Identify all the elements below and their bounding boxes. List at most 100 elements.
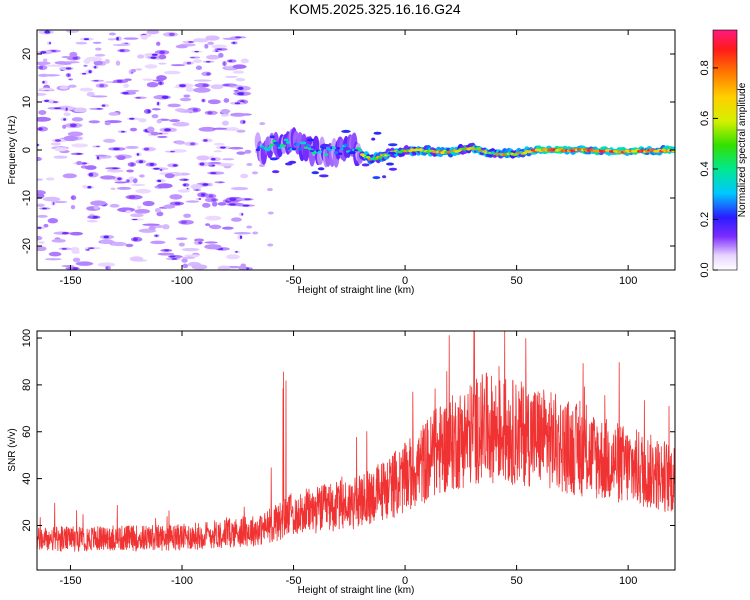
spectrogram-noise-core — [211, 198, 217, 202]
spectrogram-ridge-core — [291, 147, 297, 151]
spectrogram-noise-blob — [202, 202, 211, 208]
spectrogram-scatter-blob — [371, 137, 376, 141]
spectrogram-noise-blob — [99, 175, 116, 180]
spectrogram-noise-blob — [169, 194, 183, 200]
spectrogram-y-tick-label: 0 — [21, 147, 33, 153]
spectrogram-noise-core — [229, 197, 237, 201]
spectrogram-noise-core — [161, 95, 169, 99]
spectrogram-ridge-core — [265, 148, 271, 152]
spectrogram-noise-blob — [183, 94, 191, 98]
spectrogram-noise-blob — [163, 204, 176, 209]
spectrogram-noise-blob — [83, 64, 88, 67]
spectrogram-noise-core — [228, 59, 233, 63]
spectrogram-noise-core — [105, 266, 109, 270]
spectrogram-noise-blob — [221, 226, 234, 230]
spectrogram-noise-core — [143, 147, 150, 151]
spectrogram-noise-core — [130, 162, 134, 167]
spectrogram-scatter-blob — [269, 135, 275, 139]
snr-y-tick-label: 100 — [21, 329, 33, 347]
spectrogram-noise-core — [65, 67, 72, 70]
spectrogram-ridge-core — [335, 146, 341, 150]
spectrogram-y-tick-label: 20 — [21, 48, 33, 60]
spectrogram-noise-blob — [223, 98, 230, 103]
spectrogram-noise-blob — [135, 188, 152, 194]
spectrogram-noise-core — [203, 139, 208, 142]
spectrogram-noise-blob — [107, 38, 117, 41]
spectrogram-noise-core — [42, 207, 47, 210]
spectrogram-noise-blob — [71, 117, 84, 122]
spectrogram-noise-blob — [156, 211, 164, 217]
spectrogram-noise-core — [69, 78, 72, 81]
spectrogram-noise-blob — [142, 78, 155, 81]
spectrogram-noise-blob — [164, 173, 175, 179]
spectrogram-noise-blob — [193, 79, 212, 82]
spectrogram-noise-core — [153, 167, 160, 170]
spectrogram-noise-core — [172, 164, 178, 167]
spectrogram-ridge-core — [327, 148, 333, 152]
spectrogram-noise-blob — [125, 145, 139, 149]
spectrogram-noise-core — [61, 232, 69, 235]
spectrogram-noise-blob — [151, 108, 161, 111]
spectrogram-noise-core — [121, 130, 125, 133]
spectrogram-noise-blob — [184, 254, 201, 257]
spectrogram-noise-blob — [104, 58, 110, 64]
spectrogram-noise-blob — [43, 58, 48, 63]
spectrogram-scatter-blob — [361, 163, 370, 167]
spectrogram-noise-core — [103, 235, 110, 239]
spectrogram-noise-blob — [84, 165, 97, 170]
spectrogram-noise-blob — [220, 109, 231, 114]
spectrogram-noise-blob — [183, 213, 192, 218]
spectrogram-noise-core — [159, 81, 162, 85]
spectrogram-noise-core — [178, 84, 187, 88]
spectrogram-noise-blob — [150, 131, 160, 136]
spectrogram-noise-core — [101, 104, 106, 107]
spectrogram-noise-blob — [129, 127, 138, 132]
spectrogram-noise-blob — [267, 211, 274, 215]
spectrogram-noise-blob — [63, 135, 79, 142]
spectrogram-noise-blob — [175, 44, 188, 49]
spectrogram-noise-blob — [93, 205, 100, 210]
spectrogram-noise-blob — [54, 61, 69, 65]
spectrogram-noise-core — [200, 193, 206, 197]
spectrogram-y-tick-label: -10 — [21, 190, 33, 206]
chart-title: KOM5.2025.325.16.16.G24 — [289, 1, 460, 17]
spectrogram-noise-blob — [195, 65, 203, 71]
spectrogram-noise-blob — [182, 256, 196, 259]
spectrogram-ridge-core — [275, 143, 281, 146]
spectrogram-noise-blob — [225, 75, 238, 78]
spectrogram-noise-core — [87, 185, 92, 189]
spectrogram-noise-core — [171, 258, 178, 260]
spectrogram-noise-blob — [68, 84, 77, 88]
spectrogram-noise-blob — [156, 41, 161, 46]
spectrogram-noise-blob — [135, 68, 143, 71]
spectrogram-x-tick-label: 0 — [402, 275, 408, 287]
spectrogram-scatter-blob — [354, 163, 360, 167]
spectrogram-noise-blob — [267, 243, 274, 247]
snr-x-tick-label: -100 — [171, 575, 193, 587]
colorbar-tick-label: 0.8 — [699, 60, 711, 75]
spectrogram-noise-core — [37, 226, 42, 229]
spectrogram-ridge-core — [358, 149, 363, 152]
spectrogram-noise-blob — [158, 62, 167, 65]
snr-y-tick-label: 60 — [21, 426, 33, 438]
spectrogram-noise-core — [235, 251, 238, 253]
spectrogram-noise-core — [76, 153, 82, 155]
spectrogram-noise-core — [147, 109, 151, 114]
spectrogram-noise-blob — [230, 217, 242, 222]
snr-x-tick-label: -50 — [286, 575, 302, 587]
spectrogram-noise-core — [239, 235, 243, 239]
spectrogram-noise-blob — [185, 87, 195, 92]
snr-x-tick-label: 100 — [619, 575, 637, 587]
spectrogram-noise-blob — [154, 207, 161, 213]
spectrogram-noise-blob — [211, 127, 228, 130]
spectrogram-noise-core — [96, 108, 103, 110]
spectrogram-noise-core — [44, 30, 51, 34]
spectrogram-noise-blob — [220, 113, 230, 117]
spectrogram-noise-blob — [169, 119, 181, 123]
spectrogram-noise-core — [149, 163, 155, 166]
spectrogram-noise-blob — [75, 261, 94, 266]
spectrogram-noise-core — [234, 36, 242, 39]
spectrogram-noise-core — [128, 195, 136, 199]
spectrogram-noise-core — [216, 48, 222, 51]
snr-series-line — [37, 331, 675, 553]
